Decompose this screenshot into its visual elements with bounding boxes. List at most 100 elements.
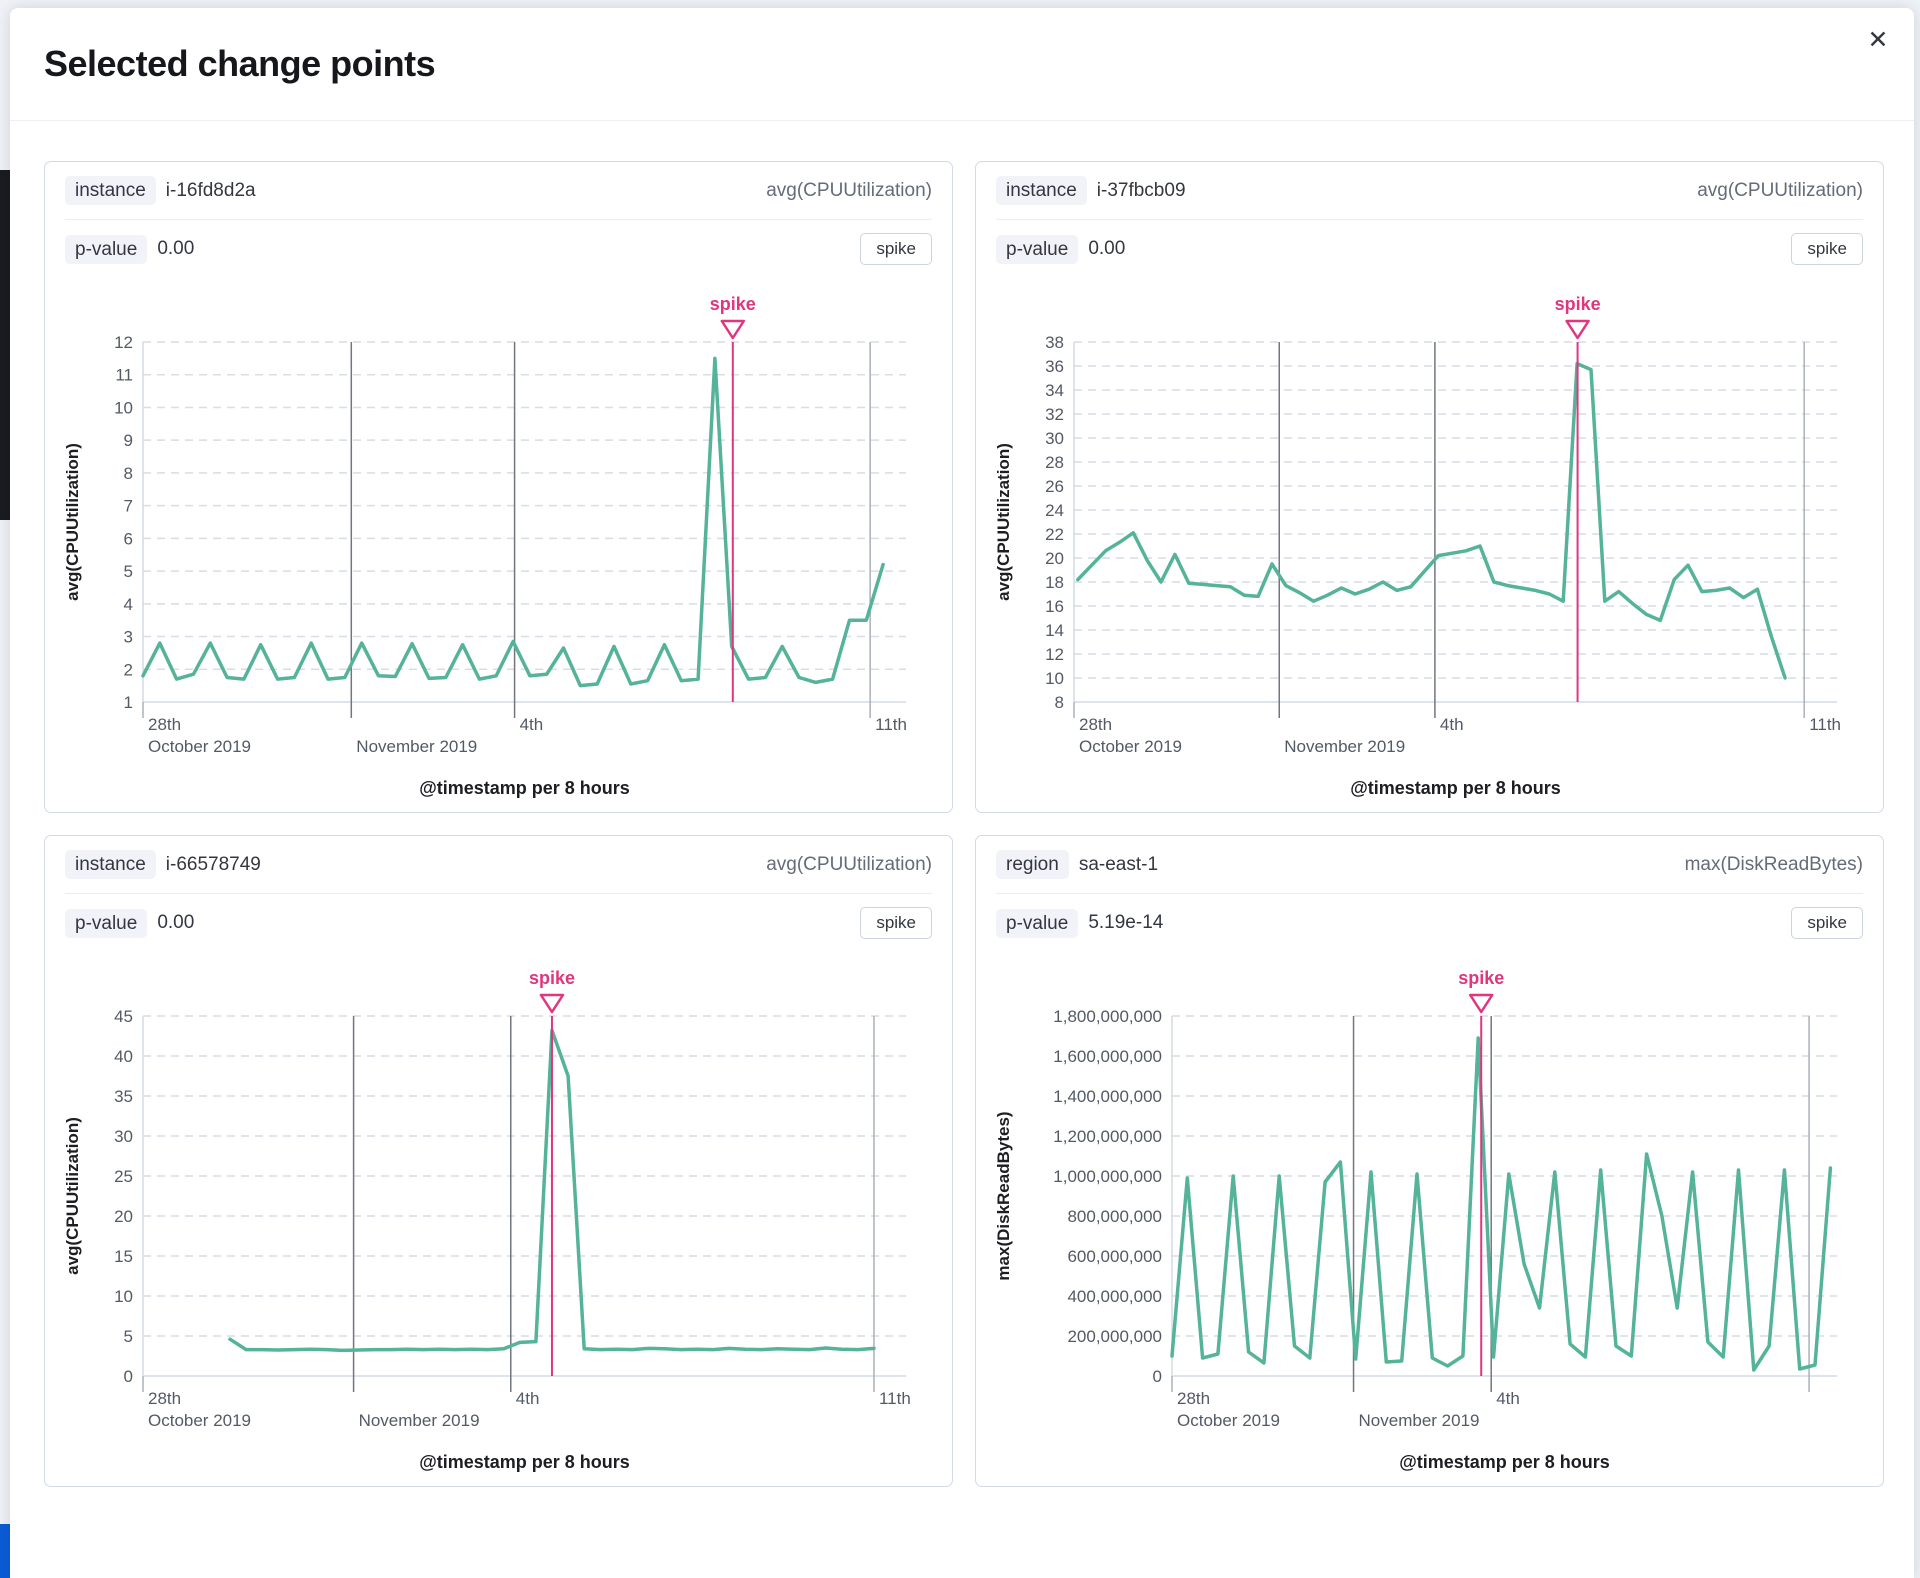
y-tick-label: 600,000,000 [1067, 1247, 1162, 1266]
spike-marker-icon [539, 993, 565, 1014]
panel-subheader-row: p-value 0.00 spike [996, 220, 1863, 278]
change-points-modal: Selected change points ✕ instance i-16fd… [10, 8, 1914, 1578]
y-tick-label: 32 [1045, 405, 1064, 424]
p-value: 0.00 [157, 238, 195, 259]
y-tick-label: 1,400,000,000 [1053, 1087, 1162, 1106]
x-tick-month: October 2019 [148, 737, 251, 756]
y-axis-title: max(DiskReadBytes) [996, 1111, 1013, 1280]
split-field-badge: instance [65, 850, 156, 879]
y-tick-label: 45 [114, 1007, 133, 1026]
metric-label: avg(CPUUtilization) [766, 179, 932, 201]
x-axis-title: @timestamp per 8 hours [419, 1452, 630, 1472]
split-field-value: sa-east-1 [1078, 853, 1159, 875]
y-tick-label: 30 [1045, 429, 1064, 448]
y-tick-label: 0 [124, 1367, 133, 1386]
split-field-value: i-16fd8d2a [165, 179, 256, 201]
panel-subheader-row: p-value 5.19e-14 spike [996, 894, 1863, 952]
y-tick-label: 28 [1045, 453, 1064, 472]
x-tick-day: 28th [148, 1389, 181, 1408]
split-field-badge: region [996, 850, 1069, 879]
background-app-dark-sliver [0, 170, 10, 520]
split-field-value: i-66578749 [165, 853, 261, 875]
modal-title: Selected change points [44, 43, 436, 84]
x-tick-month: October 2019 [148, 1411, 251, 1430]
change-type-button[interactable]: spike [1791, 907, 1863, 939]
y-axis-title: avg(CPUUtilization) [996, 443, 1013, 601]
series-line [1170, 1036, 1833, 1372]
y-tick-label: 1 [124, 693, 133, 712]
y-tick-label: 4 [124, 595, 133, 614]
y-tick-label: 14 [1045, 621, 1064, 640]
panel-header-row: instance i-37fbcb09 avg(CPUUtilization) [996, 162, 1863, 220]
y-tick-label: 34 [1045, 381, 1064, 400]
close-icon[interactable]: ✕ [1856, 18, 1900, 62]
y-tick-label: 10 [114, 398, 133, 417]
x-tick-day: 28th [1177, 1389, 1210, 1408]
modal-header: Selected change points ✕ [10, 8, 1914, 121]
y-tick-label: 36 [1045, 357, 1064, 376]
y-tick-label: 9 [124, 431, 133, 450]
panel-subheader-row: p-value 0.00 spike [65, 894, 932, 952]
p-value: 5.19e-14 [1088, 912, 1164, 933]
y-tick-label: 2 [124, 660, 133, 679]
y-tick-label: 26 [1045, 477, 1064, 496]
metric-label: avg(CPUUtilization) [1697, 179, 1863, 201]
p-value-badge: p-value [996, 908, 1079, 938]
change-type-button[interactable]: spike [1791, 233, 1863, 265]
x-tick-day: 11th [875, 715, 907, 734]
y-tick-label: 8 [124, 464, 133, 483]
y-tick-label: 6 [124, 529, 133, 548]
x-tick-day: 4th [1496, 1389, 1520, 1408]
change-point-panel: instance i-16fd8d2a avg(CPUUtilization) … [44, 161, 953, 813]
y-tick-label: 25 [114, 1167, 133, 1186]
x-tick-day: 4th [1440, 715, 1464, 734]
change-point-panel: instance i-66578749 avg(CPUUtilization) … [44, 835, 953, 1487]
x-axis-title: @timestamp per 8 hours [1399, 1452, 1610, 1472]
y-tick-label: 22 [1045, 525, 1064, 544]
series-line [141, 356, 885, 688]
spike-annotation-label: spike [1458, 968, 1504, 988]
metric-label: max(DiskReadBytes) [1684, 853, 1863, 875]
y-tick-label: 400,000,000 [1067, 1287, 1162, 1306]
change-type-button[interactable]: spike [860, 233, 932, 265]
x-tick-month: October 2019 [1079, 737, 1182, 756]
change-point-chart[interactable]: 8 10 12 14 16 18 20 22 24 26 28 30 32 34 36 38 28th Octob… [996, 280, 1863, 800]
x-tick-day: 4th [520, 715, 544, 734]
y-tick-label: 0 [1153, 1367, 1162, 1386]
p-value-badge: p-value [996, 234, 1079, 264]
y-tick-label: 8 [1055, 693, 1064, 712]
spike-annotation-label: spike [1555, 294, 1601, 314]
x-tick-month: November 2019 [359, 1411, 480, 1430]
spike-annotation-label: spike [710, 294, 756, 314]
y-tick-label: 11 [115, 366, 133, 385]
y-tick-label: 3 [124, 628, 133, 647]
y-tick-label: 15 [114, 1247, 133, 1266]
x-tick-day: 11th [879, 1389, 911, 1408]
y-tick-label: 5 [124, 562, 133, 581]
x-tick-day: 4th [516, 1389, 540, 1408]
change-point-chart[interactable]: 0 5 10 15 20 25 30 35 40 45 28th October 2019 Novemb… [65, 954, 932, 1474]
y-tick-label: 1,000,000,000 [1053, 1167, 1162, 1186]
panel-header-row: instance i-16fd8d2a avg(CPUUtilization) [65, 162, 932, 220]
split-field-badge: instance [65, 176, 156, 205]
x-tick-month: November 2019 [1284, 737, 1405, 756]
change-point-panel: instance i-37fbcb09 avg(CPUUtilization) … [975, 161, 1884, 813]
panels-grid: instance i-16fd8d2a avg(CPUUtilization) … [10, 121, 1914, 1487]
split-field-value: i-37fbcb09 [1096, 179, 1186, 201]
x-axis-title: @timestamp per 8 hours [1350, 778, 1561, 798]
y-tick-label: 18 [1045, 573, 1064, 592]
x-tick-day: 11th [1809, 715, 1841, 734]
y-tick-label: 35 [114, 1087, 133, 1106]
x-tick-day: 28th [148, 715, 181, 734]
series-line [1076, 361, 1787, 680]
spike-marker-icon [720, 319, 746, 340]
change-type-button[interactable]: spike [860, 907, 932, 939]
x-tick-month: November 2019 [1359, 1411, 1480, 1430]
panel-header-row: region sa-east-1 max(DiskReadBytes) [996, 836, 1863, 894]
y-tick-label: 7 [124, 497, 133, 516]
y-tick-label: 800,000,000 [1067, 1207, 1162, 1226]
change-point-chart[interactable]: 0 200,000,000 400,000,000 600,000,000 800,00… [996, 954, 1863, 1474]
y-tick-label: 10 [114, 1287, 133, 1306]
x-axis-title: @timestamp per 8 hours [419, 778, 630, 798]
